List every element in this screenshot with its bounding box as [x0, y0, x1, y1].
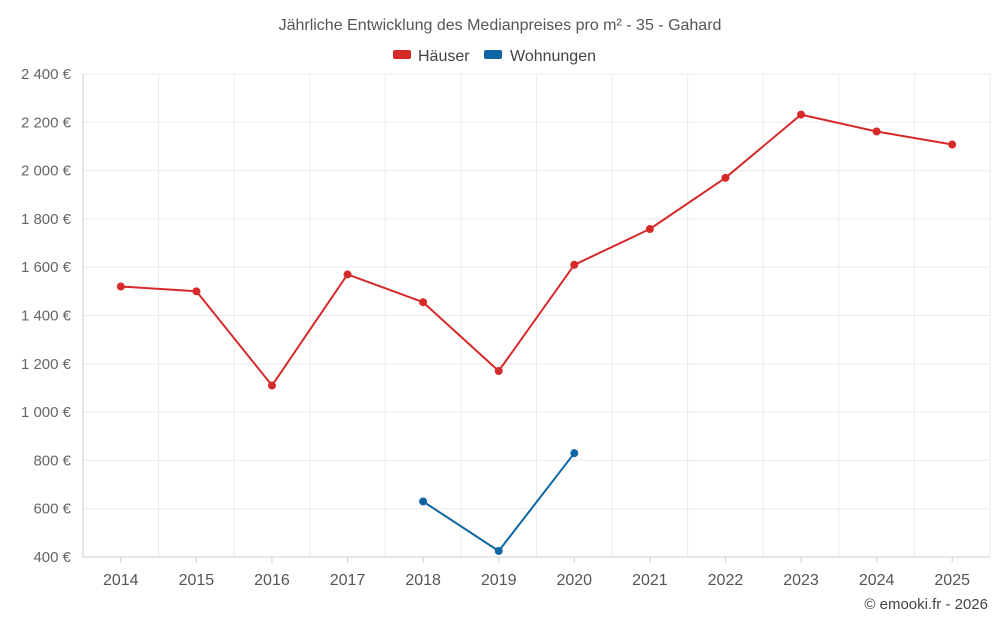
x-tick-label: 2016: [254, 572, 290, 589]
series-line-wohnungen: [422, 452, 576, 552]
axes: 400 € 600 € 800 € 1 000 € 1 200 € 1 400 € 1 60…: [21, 66, 990, 589]
y-tick-label: 1 000 €: [21, 404, 72, 421]
data-point-haeuser[interactable]: [948, 140, 957, 149]
legend-swatch-haeuser: [393, 50, 411, 59]
x-tick-label: 2023: [783, 572, 819, 589]
series-line-haeuser: [120, 113, 953, 387]
y-tick-label: 600 €: [33, 501, 71, 518]
y-tick-label: 1 400 €: [21, 308, 72, 325]
y-tick-label: 2 200 €: [21, 114, 72, 131]
data-point-haeuser[interactable]: [570, 260, 579, 269]
legend: Häuser Wohnungen: [393, 48, 596, 65]
series-haeuser: [116, 110, 957, 390]
x-tick-label: 2018: [405, 572, 441, 589]
data-point-haeuser[interactable]: [872, 127, 881, 136]
y-tick-label: 1 600 €: [21, 259, 72, 276]
x-tick-label: 2019: [481, 572, 517, 589]
x-tick-label: 2024: [859, 572, 895, 589]
credit-text: © emooki.fr - 2026: [864, 596, 988, 613]
legend-item-wohnungen[interactable]: Wohnungen: [484, 48, 596, 65]
x-tick-label: 2021: [632, 572, 668, 589]
x-tick-label: 2020: [556, 572, 592, 589]
x-tick-label: 2015: [179, 572, 215, 589]
legend-label-haeuser: Häuser: [418, 48, 470, 65]
y-tick-label: 800 €: [33, 452, 71, 469]
x-tick-label: 2022: [708, 572, 744, 589]
data-point-haeuser[interactable]: [192, 287, 201, 296]
data-point-haeuser[interactable]: [343, 270, 352, 279]
chart-title: Jährliche Entwicklung des Medianpreises …: [279, 17, 722, 34]
data-point-haeuser[interactable]: [797, 110, 806, 119]
data-point-haeuser[interactable]: [645, 225, 654, 234]
series-wohnungen: [419, 449, 579, 555]
y-tick-label: 2 000 €: [21, 163, 72, 180]
y-tick-label: 400 €: [33, 549, 71, 566]
y-tick-label: 2 400 €: [21, 66, 72, 83]
y-tick-label: 1 800 €: [21, 211, 72, 228]
x-tick-label: 2025: [934, 572, 970, 589]
data-point-wohnungen[interactable]: [570, 449, 579, 458]
data-point-wohnungen[interactable]: [494, 546, 503, 555]
grid: [82, 73, 991, 557]
x-tick-label: 2014: [103, 572, 139, 589]
data-point-haeuser[interactable]: [721, 173, 730, 182]
data-point-haeuser[interactable]: [419, 298, 428, 307]
data-point-wohnungen[interactable]: [419, 497, 428, 506]
legend-swatch-wohnungen: [484, 50, 502, 59]
data-point-haeuser[interactable]: [494, 367, 503, 376]
legend-item-haeuser[interactable]: Häuser: [393, 48, 470, 65]
data-point-haeuser[interactable]: [116, 282, 125, 291]
series-layer: [116, 110, 957, 555]
y-tick-label: 1 200 €: [21, 356, 72, 373]
data-point-haeuser[interactable]: [267, 381, 276, 390]
legend-label-wohnungen: Wohnungen: [510, 48, 596, 65]
x-tick-label: 2017: [330, 572, 366, 589]
